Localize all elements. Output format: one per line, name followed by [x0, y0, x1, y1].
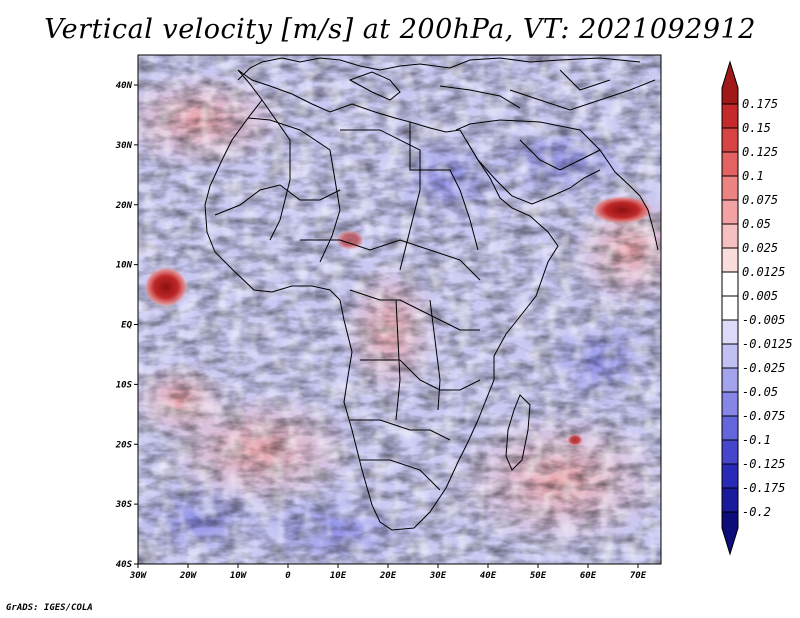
colorbar: 0.175 0.15 0.125 0.1 0.075 0.05 0.025 0.0125 0.0… [721, 60, 793, 556]
colorbar-label: -0.2 [742, 505, 771, 519]
colorbar-label: 0.075 [742, 193, 778, 207]
y-tick-label: 40S [116, 560, 133, 570]
colorbar-cell [721, 295, 739, 321]
x-tick-label: 20E [379, 571, 397, 581]
y-tick-label: 10S [116, 380, 133, 390]
colorbar-cell [721, 439, 739, 465]
colorbar-cell [721, 487, 739, 513]
colorbar-label: 0.025 [742, 241, 778, 255]
x-tick-label: 10W [230, 571, 248, 581]
colorbar-label: -0.175 [742, 481, 785, 495]
x-tick-label: 70E [630, 571, 647, 581]
y-tick-label: 20N [115, 201, 133, 211]
y-tick-label: 30S [115, 500, 133, 510]
x-tick-label: 50E [530, 571, 547, 581]
colorbar-cell [721, 151, 739, 177]
x-tick-label: 40E [480, 571, 497, 581]
y-tick-label: 10N [116, 261, 133, 271]
x-tick-label: 20W [179, 571, 198, 581]
y-tick-label: 30N [115, 141, 133, 151]
footer-credit: GrADS: IGES/COLA [6, 603, 93, 613]
colorbar-cell [721, 175, 739, 201]
colorbar-label: -0.075 [742, 409, 785, 423]
colorbar-label: -0.0125 [742, 337, 793, 351]
plot-frame [137, 54, 662, 565]
chart-title: Vertical velocity [m/s] at 200hPa, VT: 2… [44, 14, 756, 45]
colorbar-cell [721, 319, 739, 345]
colorbar-cell [721, 391, 739, 417]
x-axis: 30W 20W 10W 0 10E 20E 30E 40E 50E 60E 70E [129, 564, 647, 581]
colorbar-label: 0.15 [742, 121, 771, 135]
colorbar-cell [721, 343, 739, 369]
x-tick-label: 30W [129, 571, 148, 581]
colorbar-label: -0.025 [742, 361, 785, 375]
y-axis: 40N 30N 20N 10N EQ 10S 20S 30S 40S [115, 81, 138, 570]
colorbar-cell [721, 60, 739, 105]
colorbar-label: 0.0125 [742, 265, 785, 279]
y-tick-label: EQ [121, 321, 132, 331]
x-tick-label: 30E [429, 571, 447, 581]
colorbar-label: -0.005 [742, 313, 785, 327]
colorbar-label: 0.125 [742, 145, 778, 159]
colorbar-cell [721, 247, 739, 273]
colorbar-cell [721, 103, 739, 129]
strong-uplift-arabian-sea [592, 196, 652, 224]
x-tick-label: 60E [580, 571, 597, 581]
colorbar-label: -0.125 [742, 457, 785, 471]
colorbar-cell [721, 511, 739, 556]
colorbar-label: 0.005 [742, 289, 778, 303]
strong-uplift-atlantic [144, 267, 188, 307]
colorbar-cell [721, 271, 739, 297]
colorbar-cell [721, 127, 739, 153]
colorbar-cell [721, 367, 739, 393]
colorbar-label: 0.1 [742, 169, 764, 183]
y-tick-label: 40N [116, 81, 133, 91]
colorbar-cell [721, 223, 739, 249]
y-tick-label: 20S [115, 440, 133, 450]
colorbar-label: -0.05 [742, 385, 778, 399]
colorbar-label: -0.1 [742, 433, 771, 447]
field-layer [138, 55, 661, 564]
x-tick-label: 10E [330, 571, 347, 581]
colorbar-label: 0.05 [742, 217, 771, 231]
colorbar-cell [721, 199, 739, 225]
colorbar-label: 0.175 [742, 97, 778, 111]
colorbar-cell [721, 415, 739, 441]
x-tick-label: 0 [285, 571, 291, 581]
colorbar-cell [721, 463, 739, 489]
land-outlines [204, 57, 659, 531]
